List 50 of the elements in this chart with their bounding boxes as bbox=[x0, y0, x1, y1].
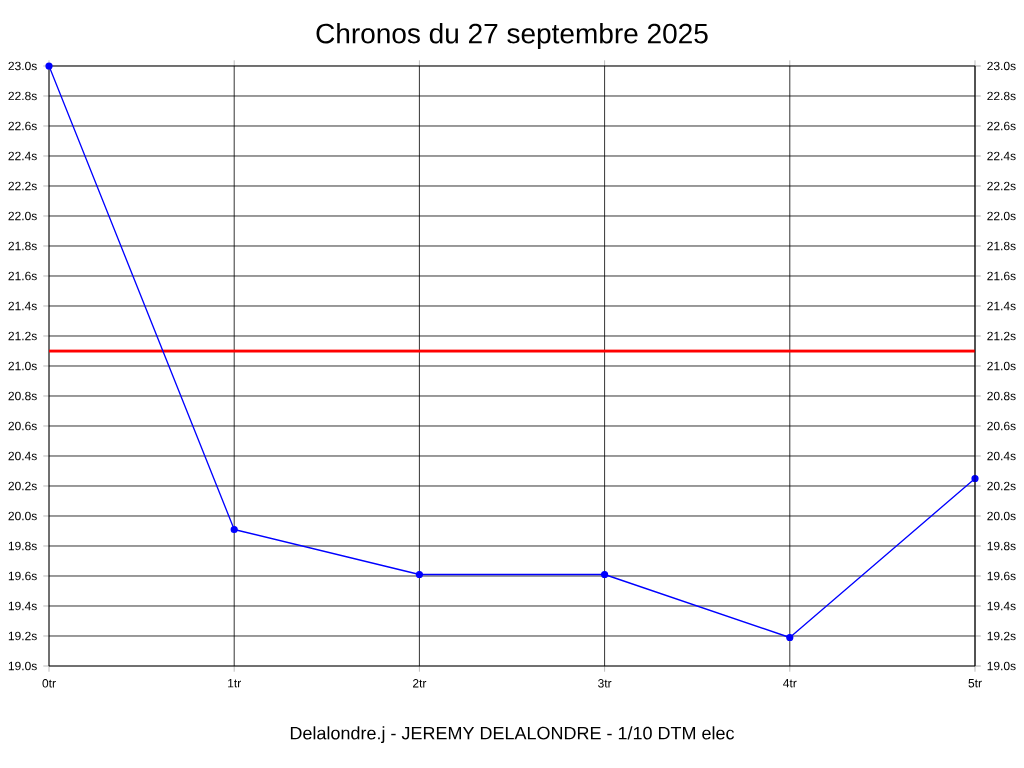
y2-tick-label: 21.6s bbox=[987, 271, 1016, 281]
y-tick-label: 19.0s bbox=[8, 661, 37, 671]
y2-tick-label: 21.8s bbox=[987, 241, 1016, 251]
y2-tick-label: 21.4s bbox=[987, 301, 1016, 311]
y2-tick-label: 22.8s bbox=[987, 91, 1016, 101]
x-tick-label: 4tr bbox=[783, 679, 797, 688]
y-tick-label: 19.4s bbox=[8, 601, 37, 611]
y-tick-label: 22.2s bbox=[8, 181, 37, 191]
y2-tick-label: 20.2s bbox=[987, 481, 1016, 491]
y-tick-label: 20.4s bbox=[8, 451, 37, 461]
x-tick-label: 0tr bbox=[42, 679, 56, 688]
y-tick-label: 22.8s bbox=[8, 91, 37, 101]
y-tick-label: 19.2s bbox=[8, 631, 37, 641]
y2-tick-label: 21.0s bbox=[987, 361, 1016, 371]
y2-tick-label: 19.4s bbox=[987, 601, 1016, 611]
y-tick-label: 19.8s bbox=[8, 541, 37, 551]
y-tick-label: 19.6s bbox=[8, 571, 37, 581]
x-tick-label: 5tr bbox=[968, 679, 982, 688]
y-tick-label: 21.6s bbox=[8, 271, 37, 281]
y-tick-label: 22.0s bbox=[8, 211, 37, 221]
x-tick-label: 3tr bbox=[598, 679, 612, 688]
x-tick-label: 2tr bbox=[413, 679, 427, 688]
y2-tick-label: 19.6s bbox=[987, 571, 1016, 581]
x-tick-label: 1tr bbox=[228, 679, 242, 688]
y-tick-label: 20.8s bbox=[8, 391, 37, 401]
y-tick-label: 20.2s bbox=[8, 481, 37, 491]
chart-title: Chronos du 27 septembre 2025 bbox=[316, 22, 708, 50]
y-tick-label: 21.8s bbox=[8, 241, 37, 251]
y2-tick-label: 21.2s bbox=[987, 331, 1016, 341]
y2-tick-label: 20.4s bbox=[987, 451, 1016, 461]
y-tick-label: 21.2s bbox=[8, 331, 37, 341]
y2-tick-label: 22.2s bbox=[987, 181, 1016, 191]
y2-tick-label: 20.6s bbox=[987, 421, 1016, 431]
y2-tick-label: 23.0s bbox=[987, 61, 1016, 71]
y-tick-label: 22.6s bbox=[8, 121, 37, 131]
y2-tick-label: 19.8s bbox=[987, 541, 1016, 551]
y-tick-label: 20.6s bbox=[8, 421, 37, 431]
y2-tick-label: 22.4s bbox=[987, 151, 1016, 161]
y-tick-label: 22.4s bbox=[8, 151, 37, 161]
y2-tick-label: 22.6s bbox=[987, 121, 1016, 131]
y-tick-label: 21.0s bbox=[8, 361, 37, 371]
y2-tick-label: 20.0s bbox=[987, 511, 1016, 521]
y2-tick-label: 19.0s bbox=[987, 661, 1016, 671]
text: Delalondre.j - JEREMY DELALONDRE - 1/10 DTM elec bbox=[290, 726, 735, 744]
y2-tick-label: 19.2s bbox=[987, 631, 1016, 641]
y-tick-label: 23.0s bbox=[8, 61, 37, 71]
y2-tick-label: 20.8s bbox=[987, 391, 1016, 401]
y-tick-label: 20.0s bbox=[8, 511, 37, 521]
y-tick-label: 21.4s bbox=[8, 301, 37, 311]
y2-tick-label: 22.0s bbox=[987, 211, 1016, 221]
